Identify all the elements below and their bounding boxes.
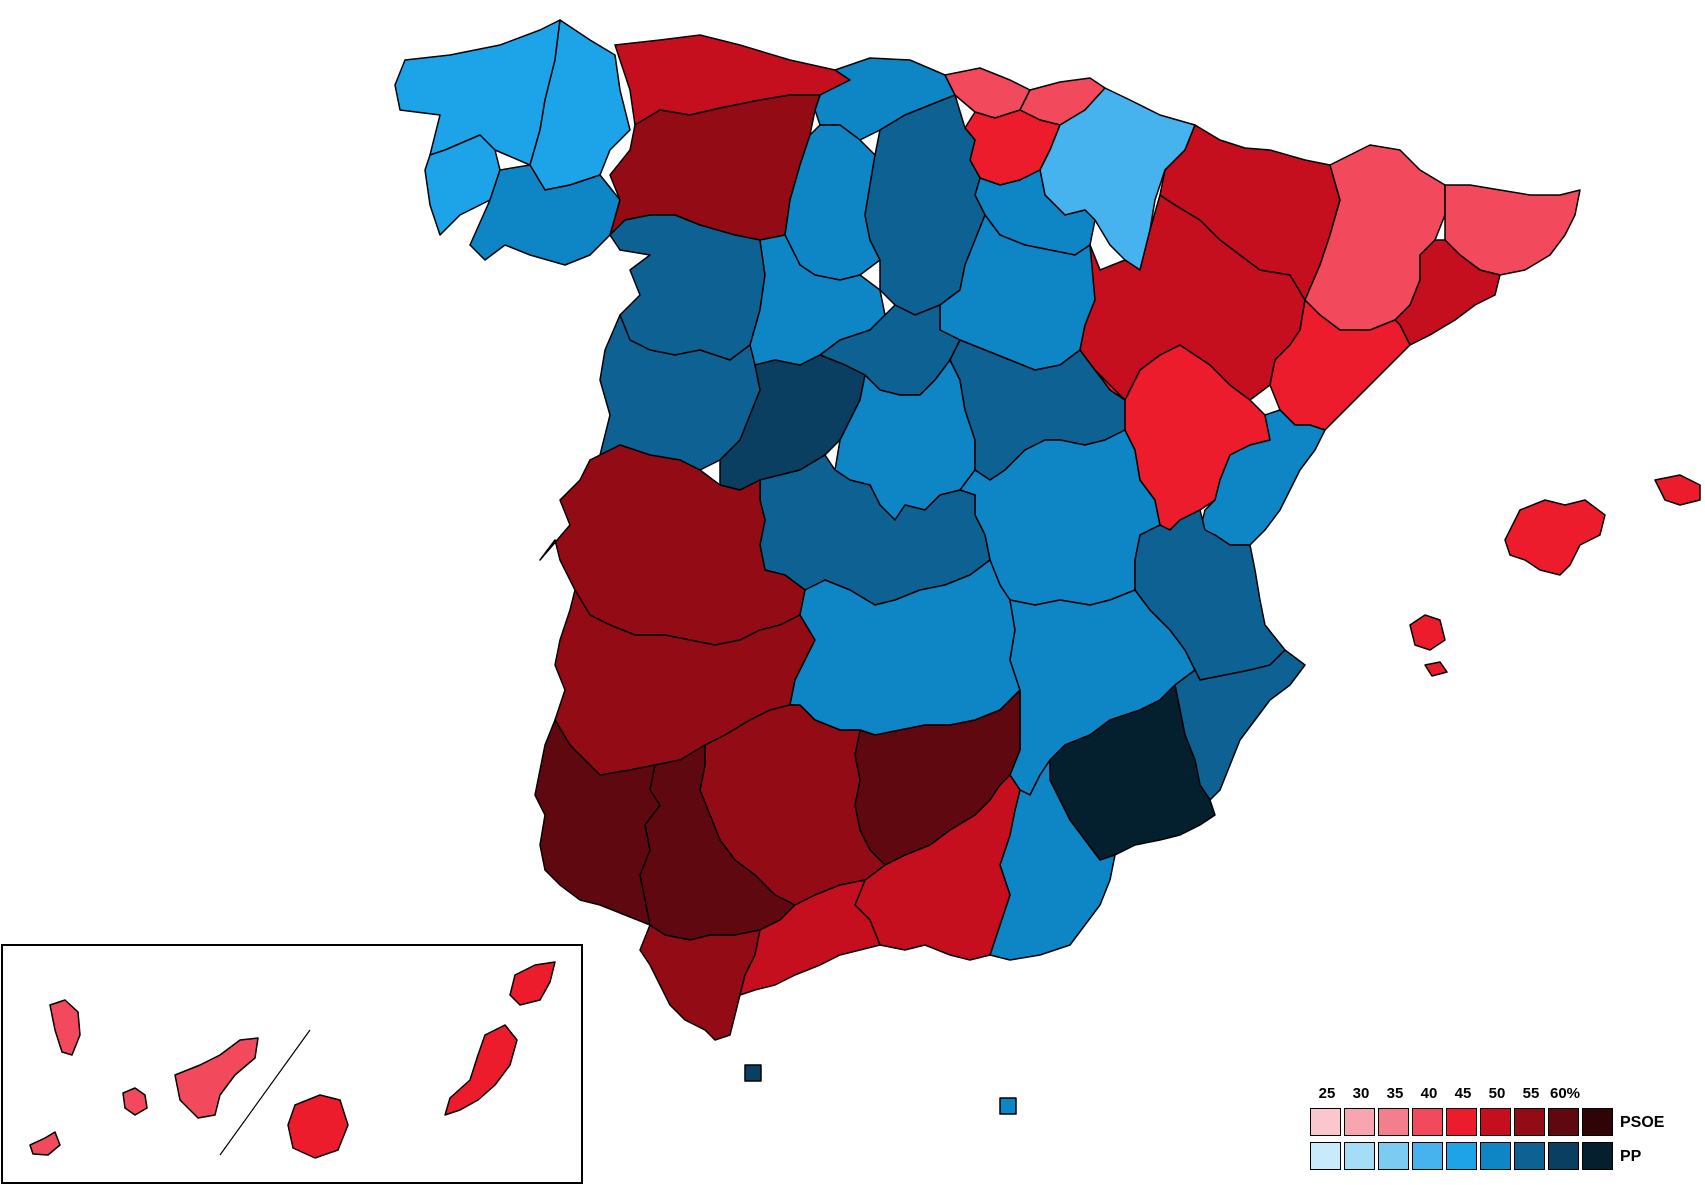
island-el-hierro <box>29 1131 61 1156</box>
legend-swatch-psoe-4 <box>1446 1108 1477 1136</box>
legend-swatch-psoe-7 <box>1548 1108 1579 1136</box>
legend-row-pp <box>1310 1142 1616 1172</box>
legend-swatch-pp-2 <box>1378 1142 1409 1170</box>
legend-swatch-pp-5 <box>1480 1142 1511 1170</box>
island-la-gomera <box>122 1087 148 1116</box>
legend-swatch-psoe-0 <box>1310 1108 1341 1136</box>
province-cadiz <box>639 924 761 1041</box>
island-fuerteventura <box>444 1024 518 1116</box>
island-lanzarote <box>509 961 556 1006</box>
legend-label-pp: PP <box>1620 1148 1642 1165</box>
province-huelva <box>534 719 661 926</box>
legend-tick-35: 35 <box>1386 1085 1404 1102</box>
legend-swatch-pp-1 <box>1344 1142 1375 1170</box>
legend-swatch-psoe-3 <box>1412 1108 1443 1136</box>
legend-swatch-pp-4 <box>1446 1142 1477 1170</box>
city-melilla <box>999 1097 1017 1115</box>
legend-tick-55: 55 <box>1522 1085 1540 1102</box>
legend-tick-60: 60% <box>1549 1085 1581 1102</box>
legend-label-psoe: PSOE <box>1620 1114 1665 1131</box>
legend-tick-45: 45 <box>1454 1085 1472 1102</box>
legend-swatch-psoe-2 <box>1378 1108 1409 1136</box>
inset-divider-line <box>219 1029 311 1156</box>
island-formentera <box>1424 661 1448 677</box>
legend-swatch-pp-0 <box>1310 1142 1341 1170</box>
legend-swatch-pp-8 <box>1582 1142 1613 1170</box>
legend-swatch-pp-3 <box>1412 1142 1443 1170</box>
legend-swatch-pp-6 <box>1514 1142 1545 1170</box>
province-zamora <box>609 214 766 361</box>
island-gran-canaria <box>287 1094 349 1159</box>
legend-swatch-psoe-8 <box>1582 1108 1613 1136</box>
province-castellon <box>1199 409 1326 546</box>
province-pontevedra <box>424 134 501 236</box>
island-ibiza <box>1409 614 1446 651</box>
legend-swatch-psoe-1 <box>1344 1108 1375 1136</box>
city-ceuta <box>744 1064 762 1082</box>
legend-tick-40: 40 <box>1420 1085 1438 1102</box>
island-tenerife <box>174 1037 259 1119</box>
legend-tick-30: 30 <box>1352 1085 1370 1102</box>
island-mallorca <box>1504 499 1606 576</box>
province-malaga <box>739 879 881 996</box>
canary-islands-inset-frame <box>1 944 583 1184</box>
legend-tick-25: 25 <box>1318 1085 1336 1102</box>
province-tarragona <box>1269 299 1411 431</box>
province-barcelona <box>1394 239 1501 346</box>
legend-swatch-psoe-6 <box>1514 1108 1545 1136</box>
island-menorca <box>1654 474 1701 506</box>
legend-row-psoe <box>1310 1108 1616 1138</box>
island-la-palma <box>49 999 81 1056</box>
legend-tick-50: 50 <box>1488 1085 1506 1102</box>
legend-tick-labels: 25 30 35 40 45 50 55 60% <box>1310 1085 1610 1105</box>
province-ourense <box>469 164 621 266</box>
legend-swatch-pp-7 <box>1548 1142 1579 1170</box>
legend-swatch-psoe-5 <box>1480 1108 1511 1136</box>
vote-share-legend: 25 30 35 40 45 50 55 60% PSOE PP <box>1310 1085 1664 1175</box>
